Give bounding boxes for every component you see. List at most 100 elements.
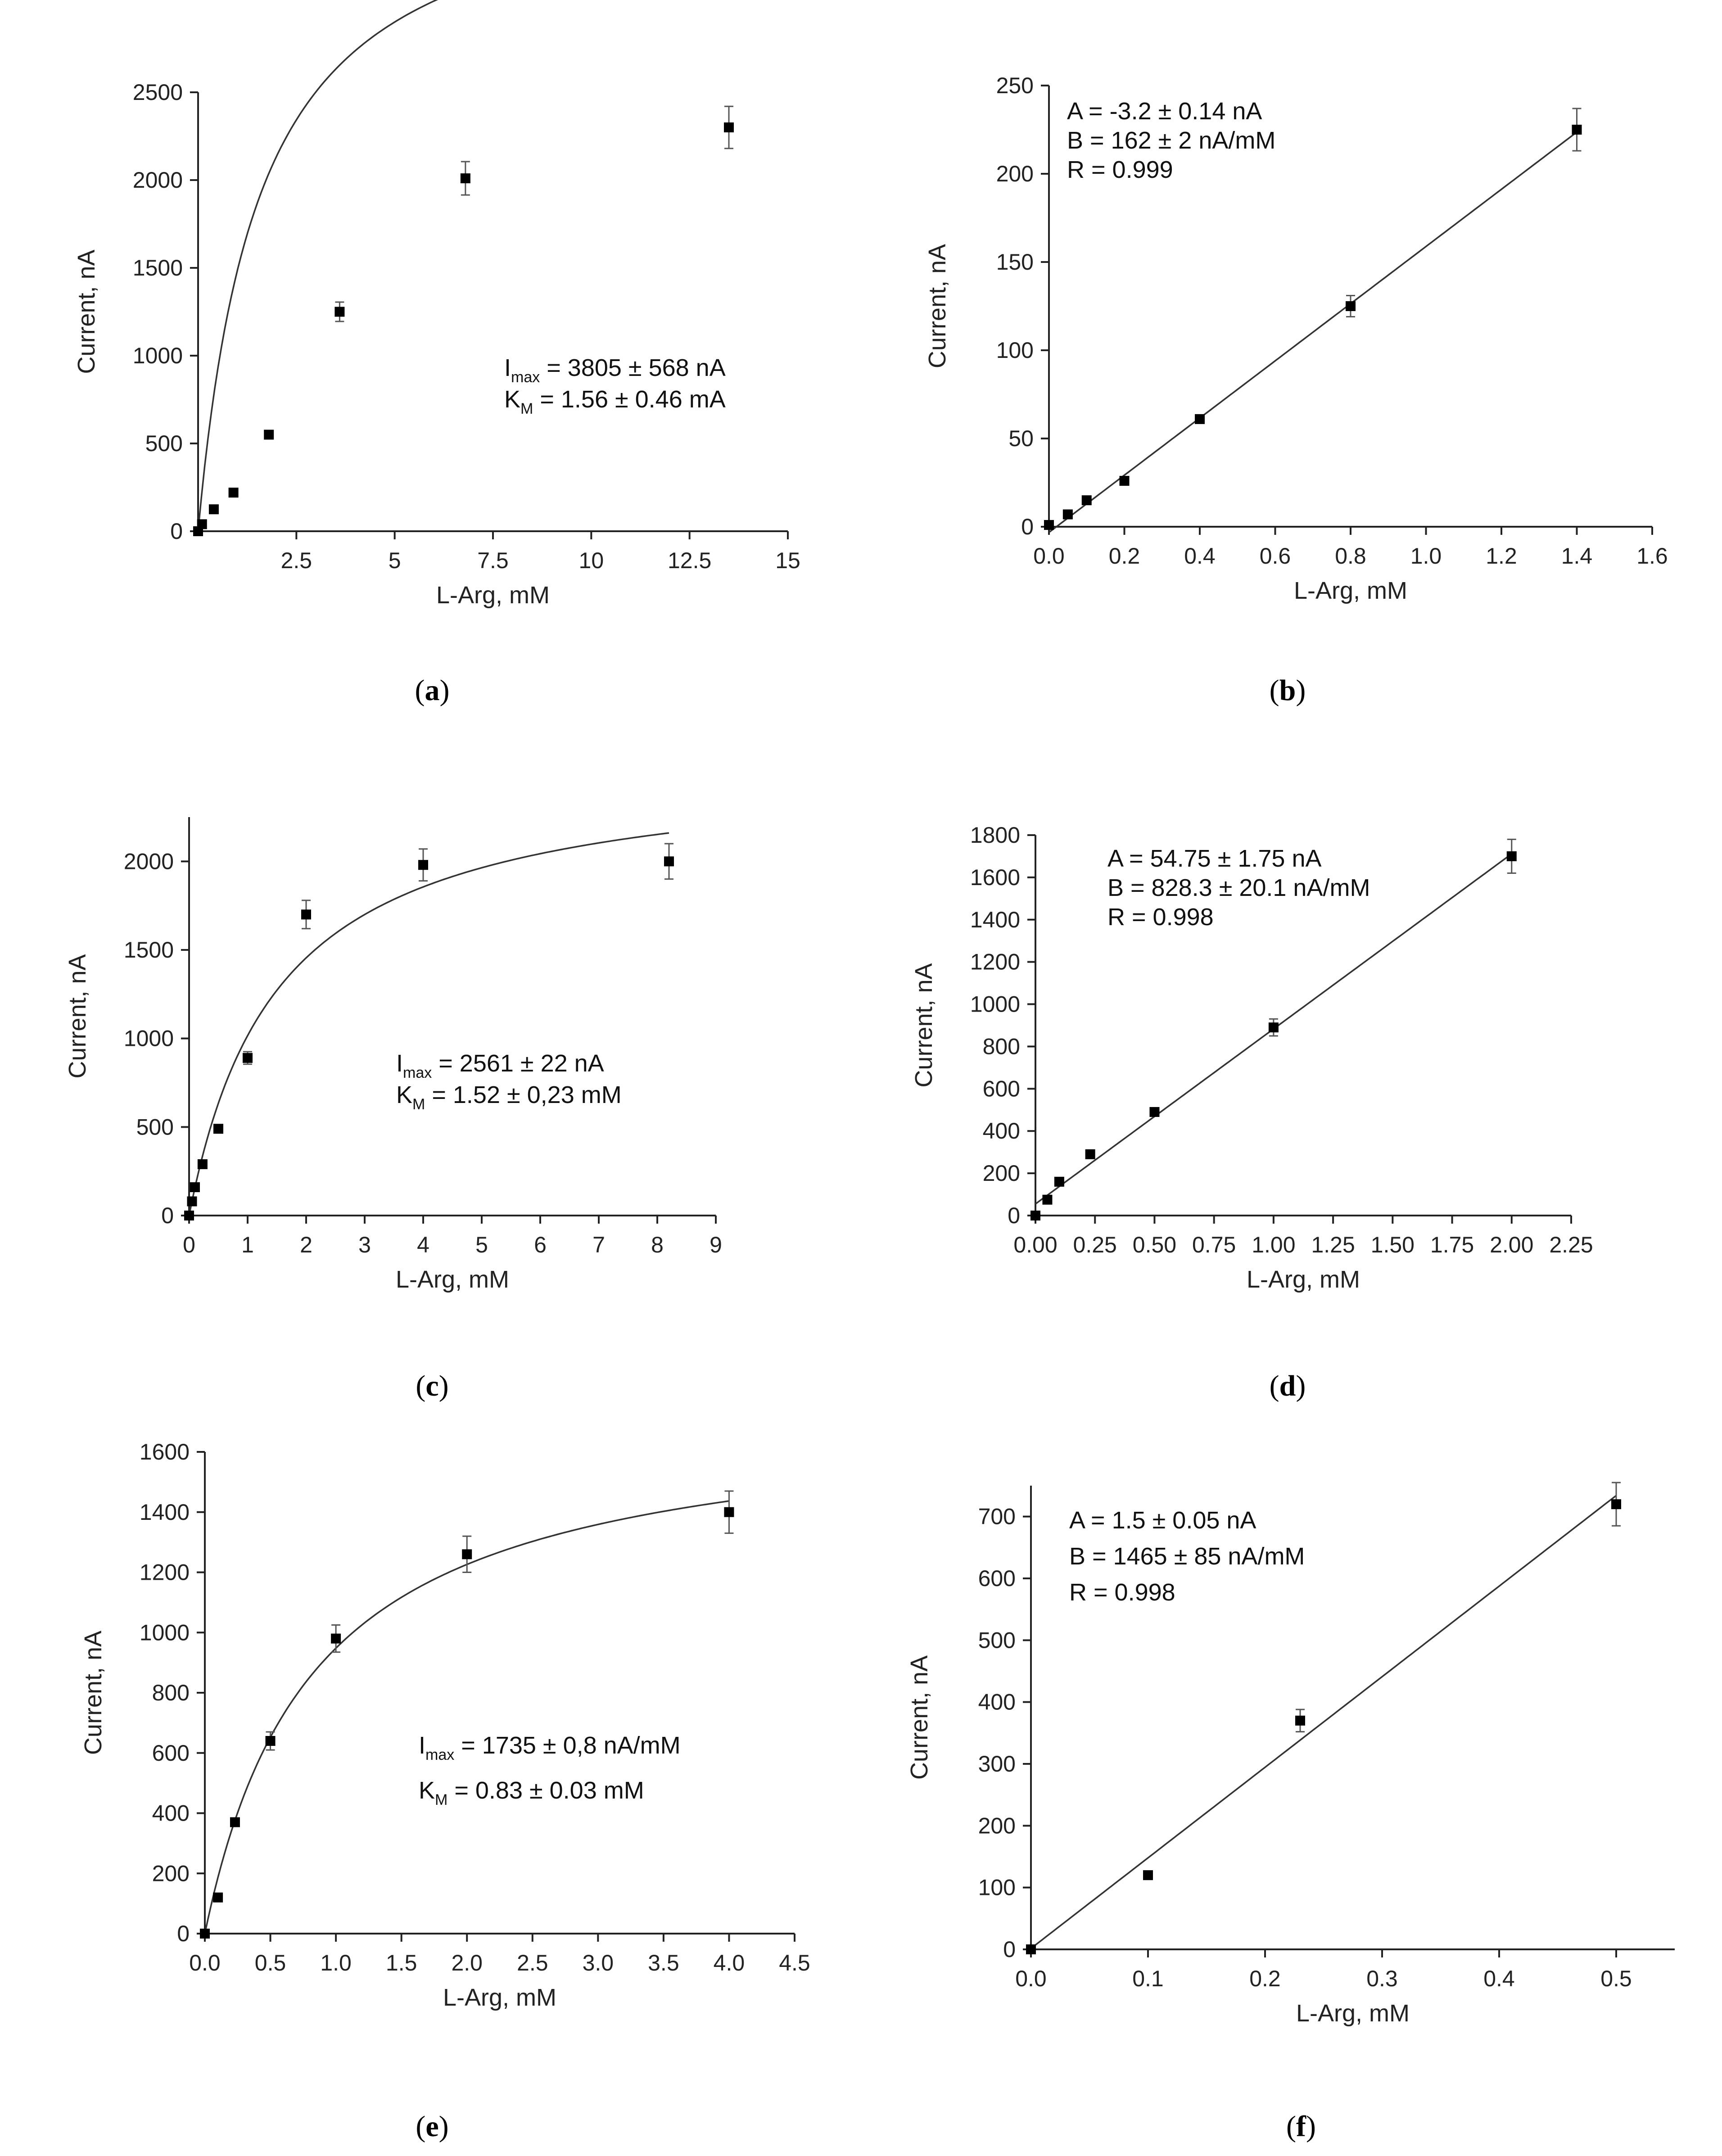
data-point — [230, 1817, 240, 1827]
caption-paren: ) — [1296, 1370, 1306, 1402]
annotation-subscript: M — [412, 1096, 425, 1113]
annotation-symbol: B = 828.3 ± 20.1 nA/mM — [1107, 874, 1370, 901]
fit-parameter-text: Imax = 1735 ± 0,8 nA/mM — [419, 1732, 681, 1763]
caption-paren: ( — [416, 2110, 425, 2143]
y-tick-label: 600 — [983, 1076, 1020, 1101]
x-tick-label: 1.25 — [1311, 1232, 1355, 1257]
data-point — [213, 1892, 223, 1903]
y-tick-label: 0 — [161, 1203, 174, 1228]
x-tick-label: 2.0 — [451, 1950, 483, 1975]
x-tick-label: 3.5 — [648, 1950, 679, 1975]
x-tick-label: 15 — [775, 548, 800, 573]
data-point — [197, 1159, 208, 1169]
data-point — [1042, 1194, 1053, 1205]
y-tick-label: 200 — [996, 161, 1034, 186]
x-tick-label: 0.0 — [1033, 543, 1065, 569]
y-tick-label: 250 — [996, 73, 1034, 98]
x-tick-label: 10 — [579, 548, 604, 573]
x-tick-label: 7.5 — [477, 548, 509, 573]
data-point — [190, 1182, 200, 1193]
y-tick-label: 1800 — [970, 823, 1020, 848]
fit-parameter-text: Imax = 2561 ± 22 nA — [396, 1050, 604, 1081]
x-tick-label: 1.5 — [386, 1950, 417, 1975]
michaelis-menten-fit-curve — [197, 0, 438, 532]
data-point — [1026, 1944, 1036, 1954]
y-axis-label: Current, nA — [906, 1655, 933, 1780]
y-tick-label: 400 — [152, 1801, 190, 1826]
annotation-symbol: K — [504, 386, 520, 413]
data-point — [1143, 1870, 1153, 1880]
x-tick-label: 0.00 — [1013, 1232, 1057, 1257]
x-tick-label: 0.6 — [1260, 543, 1291, 569]
michaelis-menten-fit-curve — [188, 832, 669, 1216]
x-tick-label: 12.5 — [668, 548, 711, 573]
caption-letter: e — [425, 2110, 438, 2143]
annotation-subscript: max — [425, 1746, 454, 1763]
y-tick-label: 200 — [978, 1813, 1016, 1838]
x-axis-label: L-Arg, mM — [1247, 1266, 1360, 1293]
annotation-symbol: K — [419, 1777, 435, 1804]
annotation-subscript: max — [403, 1064, 432, 1081]
y-axis-label: Current, nA — [64, 954, 91, 1078]
y-tick-label: 100 — [996, 338, 1034, 363]
y-tick-label: 500 — [136, 1114, 174, 1139]
data-point — [264, 429, 274, 440]
fit-parameter-text: B = 828.3 ± 20.1 nA/mM — [1107, 874, 1370, 901]
caption-paren: ( — [1286, 2110, 1296, 2143]
data-point — [1506, 851, 1517, 861]
y-tick-label: 0 — [1003, 1937, 1016, 1962]
x-tick-label: 0.4 — [1184, 543, 1216, 569]
y-tick-label: 1600 — [970, 865, 1020, 890]
linear-fit-line — [1048, 131, 1577, 533]
x-tick-label: 0.4 — [1483, 1966, 1515, 1991]
x-axis-label: L-Arg, mM — [443, 1984, 556, 2011]
annotation-symbol: I — [504, 354, 511, 381]
data-point — [1030, 1211, 1040, 1220]
annotation-symbol: R = 0.999 — [1067, 156, 1173, 183]
y-axis-label: Current, nA — [910, 963, 937, 1087]
data-point — [1149, 1107, 1160, 1117]
chart-panel-d: 0.00 0.25 0.50 0.75 1.00 1.25 1.50 1.75 2.00 2.25… — [910, 823, 1593, 1402]
chart-panel-c: 0 1 2 3 4 5 6 7 8 9 0 500 1000 1500 2000 L-Arg, mM Curre… — [64, 817, 722, 1402]
x-tick-label: 5 — [475, 1232, 488, 1257]
data-point — [187, 1196, 197, 1207]
chart-panel-f: 0.0 0.1 0.2 0.3 0.4 0.5 0 100 200 300 400 500 600 700… — [906, 1482, 1675, 2143]
x-tick-label: 0.8 — [1335, 543, 1366, 569]
y-tick-label: 1000 — [970, 992, 1020, 1017]
annotation-symbol: B = 1465 ± 85 nA/mM — [1069, 1543, 1305, 1570]
x-tick-label: 0.75 — [1192, 1232, 1236, 1257]
caption-letter: a — [425, 674, 440, 707]
data-point — [301, 909, 311, 920]
data-point — [243, 1053, 253, 1063]
y-tick-label: 0 — [177, 1921, 190, 1946]
y-tick-label: 50 — [1008, 426, 1034, 451]
x-tick-label: 4.0 — [714, 1950, 745, 1975]
data-point — [724, 122, 734, 132]
data-point — [1572, 125, 1582, 135]
y-tick-label: 1500 — [124, 937, 174, 963]
fit-parameter-text: A = 54.75 ± 1.75 nA — [1107, 845, 1322, 872]
caption-letter: c — [425, 1370, 438, 1402]
data-point — [1295, 1715, 1305, 1726]
x-tick-label: 1.50 — [1371, 1232, 1415, 1257]
y-tick-label: 1000 — [124, 1026, 174, 1051]
data-point — [1195, 414, 1205, 424]
data-point — [265, 1736, 276, 1746]
panel-caption: (e) — [416, 2110, 448, 2143]
data-point — [200, 1929, 210, 1939]
annotation-subscript: M — [520, 400, 533, 417]
y-tick-label: 800 — [983, 1034, 1020, 1059]
data-point — [1062, 509, 1073, 520]
data-point — [1081, 495, 1092, 506]
y-tick-label: 400 — [983, 1118, 1020, 1144]
caption-paren: ) — [439, 2110, 449, 2143]
caption-paren: ) — [1296, 674, 1306, 707]
y-tick-label: 0 — [1021, 514, 1034, 539]
x-axis-label: L-Arg, mM — [1294, 577, 1407, 604]
y-tick-label: 600 — [152, 1740, 190, 1766]
panel-caption: (c) — [416, 1370, 448, 1402]
x-tick-label: 0.5 — [255, 1950, 286, 1975]
y-tick-label: 1400 — [140, 1500, 190, 1525]
caption-paren: ( — [416, 1370, 425, 1402]
fit-parameter-text: B = 1465 ± 85 nA/mM — [1069, 1543, 1305, 1570]
